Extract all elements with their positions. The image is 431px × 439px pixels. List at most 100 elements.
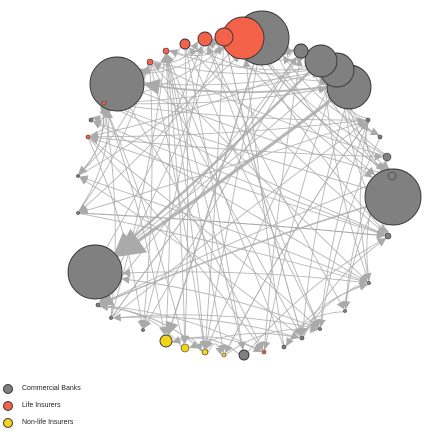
commercial-bank-node [281, 344, 287, 350]
edge [189, 332, 301, 349]
edge [79, 212, 368, 285]
nodes-layer [67, 10, 422, 361]
edge [89, 136, 383, 161]
edge [162, 53, 171, 335]
commercial-bank-node [95, 302, 101, 308]
life-insurer-node [162, 47, 170, 55]
edge [151, 63, 368, 282]
commercial-bank-node [238, 349, 250, 361]
edge [92, 121, 368, 283]
commercial-bank-node [76, 174, 80, 178]
life-insurer-node [197, 31, 213, 47]
edge [79, 175, 368, 283]
edge [99, 176, 389, 305]
edge [247, 238, 386, 353]
commercial-bank-node [141, 328, 145, 332]
edge [112, 313, 319, 330]
edge [106, 102, 367, 189]
edge [106, 100, 367, 121]
edge [186, 48, 320, 328]
edge [201, 45, 224, 349]
commercial-bank-node [367, 281, 371, 285]
edge [105, 103, 386, 236]
edge [163, 54, 206, 350]
edge [90, 136, 386, 236]
edge [143, 78, 328, 95]
commercial-bank-node [387, 171, 397, 181]
edge [92, 106, 109, 120]
edge [79, 212, 385, 240]
edge [165, 53, 189, 344]
edge [225, 45, 304, 336]
edge [165, 54, 244, 351]
non-life-insurer-node [201, 348, 209, 356]
edge [152, 41, 199, 64]
legend-swatch-non-life-insurers [3, 417, 13, 428]
non-life-insurer-node [221, 352, 227, 358]
edge [79, 177, 301, 338]
commercial-bank-node [109, 316, 113, 320]
legend-item-commercial-banks: Commercial Banks [3, 380, 203, 397]
edge [259, 51, 385, 155]
edge [365, 121, 385, 170]
legend-label-non-life-insurers: Non-life Insurers [22, 419, 74, 426]
edge [303, 282, 368, 337]
legend-swatch-life-insurers [3, 400, 13, 411]
legend-label-commercial-banks: Commercial Banks [22, 385, 81, 392]
edge [263, 58, 303, 351]
life-insurer-node [85, 134, 91, 140]
non-life-insurer-node [159, 334, 173, 348]
commercial-bank-node [318, 327, 322, 331]
edge [88, 138, 263, 351]
edge [168, 50, 320, 73]
edge [115, 98, 333, 258]
edge [166, 53, 284, 346]
commercial-bank-node [76, 211, 80, 215]
edge [189, 44, 328, 86]
commercial-bank-node [384, 232, 392, 240]
legend-item-non-life-insurers: Non-life Insurers [3, 414, 203, 431]
edge [113, 71, 311, 255]
edge [99, 305, 262, 352]
edge [79, 120, 367, 215]
life-insurer-node [261, 349, 267, 355]
edge [165, 63, 255, 336]
legend-swatch-commercial-banks [3, 383, 13, 394]
edge [89, 137, 319, 328]
edge [121, 275, 319, 330]
life-insurer-node [101, 100, 107, 106]
legend-label-life-insurers: Life Insurers [22, 402, 61, 409]
edge [139, 64, 153, 329]
edge [181, 48, 190, 344]
life-insurer-node [214, 27, 234, 47]
edge [99, 205, 367, 306]
commercial-bank-node [89, 56, 145, 112]
commercial-bank-node [382, 152, 392, 162]
edge [255, 54, 387, 234]
edge [258, 52, 390, 174]
edge [207, 343, 224, 356]
edge [207, 45, 345, 310]
edges-layer [78, 37, 392, 356]
commercial-bank-node [365, 117, 371, 123]
edge [359, 121, 372, 282]
edge [110, 54, 169, 317]
life-insurer-node [146, 58, 154, 66]
commercial-bank-node [88, 117, 94, 123]
commercial-bank-node [293, 43, 309, 59]
edge [142, 92, 389, 177]
edge [299, 108, 346, 336]
commercial-bank-node [299, 335, 305, 341]
legend-item-life-insurers: Life Insurers [3, 397, 203, 414]
edge [172, 335, 240, 355]
edge [302, 238, 387, 337]
legend: Commercial Banks Life Insurers Non-life … [3, 380, 203, 431]
commercial-bank-node [304, 44, 338, 78]
edge [78, 109, 114, 212]
non-life-insurer-node [180, 343, 190, 353]
commercial-bank-node [377, 134, 383, 140]
edge [90, 65, 306, 139]
edge [242, 58, 285, 346]
